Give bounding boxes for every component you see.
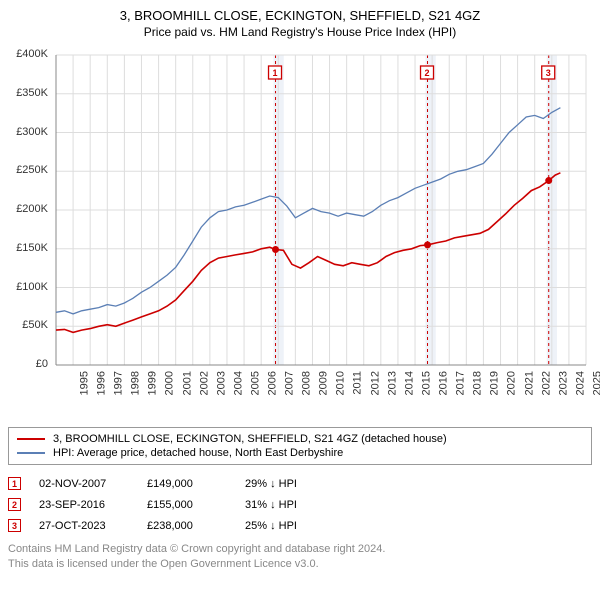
legend-label: HPI: Average price, detached house, Nort… — [53, 447, 343, 459]
x-tick-label: 2012 — [369, 371, 381, 395]
legend-row: HPI: Average price, detached house, Nort… — [17, 446, 583, 460]
x-tick-label: 2006 — [267, 371, 279, 395]
page-title: 3, BROOMHILL CLOSE, ECKINGTON, SHEFFIELD… — [8, 8, 592, 23]
x-tick-label: 2008 — [301, 371, 313, 395]
attribution-line: Contains HM Land Registry data © Crown c… — [8, 542, 592, 557]
page-subtitle: Price paid vs. HM Land Registry's House … — [8, 25, 592, 39]
legend-row: 3, BROOMHILL CLOSE, ECKINGTON, SHEFFIELD… — [17, 432, 583, 446]
y-tick-label: £350K — [8, 87, 48, 99]
chart-area: 1 2 3 £0 £50K £100K £150K £200K £250K £300K £350K… — [8, 47, 592, 417]
legend-label: 3, BROOMHILL CLOSE, ECKINGTON, SHEFFIELD… — [53, 433, 447, 445]
y-tick-label: £0 — [8, 358, 48, 370]
sale-diff: 31% ↓ HPI — [245, 499, 335, 511]
x-tick-label: 2023 — [557, 371, 569, 395]
sale-date: 02-NOV-2007 — [39, 478, 129, 490]
x-tick-label: 2001 — [181, 371, 193, 395]
x-tick-label: 2019 — [489, 371, 501, 395]
y-tick-label: £300K — [8, 126, 48, 138]
svg-text:3: 3 — [546, 68, 551, 78]
sale-price: £155,000 — [147, 499, 227, 511]
x-tick-label: 2017 — [455, 371, 467, 395]
sale-marker: 2 — [8, 498, 21, 511]
x-tick-label: 2009 — [318, 371, 330, 395]
x-tick-label: 1999 — [147, 371, 159, 395]
attribution: Contains HM Land Registry data © Crown c… — [8, 542, 592, 572]
x-tick-label: 2024 — [574, 371, 586, 395]
x-tick-label: 2007 — [284, 371, 296, 395]
x-tick-label: 2010 — [335, 371, 347, 395]
y-tick-label: £50K — [8, 319, 48, 331]
x-tick-label: 2015 — [420, 371, 432, 395]
attribution-line: This data is licensed under the Open Gov… — [8, 557, 592, 572]
y-tick-label: £250K — [8, 164, 48, 176]
x-tick-label: 2004 — [232, 371, 244, 395]
x-tick-label: 2011 — [351, 371, 363, 395]
x-tick-label: 1995 — [78, 371, 90, 395]
svg-text:2: 2 — [425, 68, 430, 78]
chart-svg: 1 2 3 — [8, 47, 592, 417]
x-tick-label: 2016 — [438, 371, 450, 395]
x-tick-label: 2002 — [198, 371, 210, 395]
x-tick-label: 2005 — [249, 371, 261, 395]
sale-row: 3 27-OCT-2023 £238,000 25% ↓ HPI — [8, 515, 592, 536]
x-tick-label: 2020 — [506, 371, 518, 395]
sale-price: £149,000 — [147, 478, 227, 490]
x-tick-label: 2014 — [403, 371, 415, 395]
y-tick-label: £150K — [8, 242, 48, 254]
sale-date: 23-SEP-2016 — [39, 499, 129, 511]
x-tick-label: 2013 — [386, 371, 398, 395]
y-tick-label: £200K — [8, 203, 48, 215]
sale-diff: 25% ↓ HPI — [245, 520, 335, 532]
y-tick-label: £100K — [8, 281, 48, 293]
sale-price: £238,000 — [147, 520, 227, 532]
sale-marker: 1 — [8, 477, 21, 490]
x-tick-label: 1997 — [113, 371, 125, 395]
sale-marker: 3 — [8, 519, 21, 532]
sale-diff: 29% ↓ HPI — [245, 478, 335, 490]
legend-swatch — [17, 438, 45, 440]
x-tick-label: 2021 — [523, 371, 535, 395]
x-tick-label: 1996 — [96, 371, 108, 395]
x-tick-label: 2000 — [164, 371, 176, 395]
y-tick-label: £400K — [8, 48, 48, 60]
legend-swatch — [17, 452, 45, 454]
x-tick-label: 1998 — [130, 371, 142, 395]
x-tick-label: 2025 — [591, 371, 600, 395]
x-tick-label: 2022 — [540, 371, 552, 395]
svg-text:1: 1 — [273, 68, 278, 78]
sales-list: 1 02-NOV-2007 £149,000 29% ↓ HPI 2 23-SE… — [8, 473, 592, 536]
sale-row: 2 23-SEP-2016 £155,000 31% ↓ HPI — [8, 494, 592, 515]
x-tick-label: 2003 — [215, 371, 227, 395]
sale-date: 27-OCT-2023 — [39, 520, 129, 532]
legend-box: 3, BROOMHILL CLOSE, ECKINGTON, SHEFFIELD… — [8, 427, 592, 465]
x-tick-label: 2018 — [472, 371, 484, 395]
sale-row: 1 02-NOV-2007 £149,000 29% ↓ HPI — [8, 473, 592, 494]
